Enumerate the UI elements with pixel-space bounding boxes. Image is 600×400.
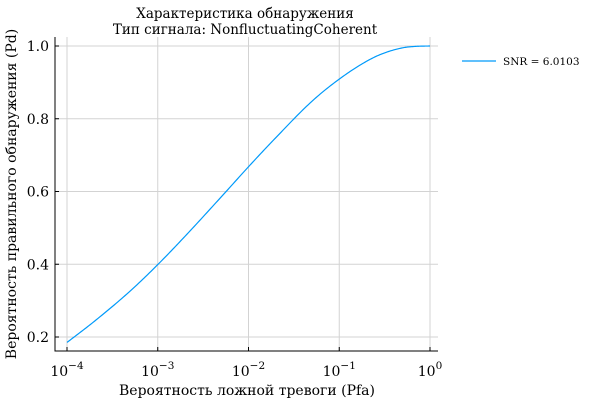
series-layer	[66, 45, 431, 343]
y-tick-labels: 0.2 0.4 0.6 0.8 1.0	[27, 39, 59, 346]
y-tick-label: 1.0	[27, 39, 49, 55]
x-axis-label: Вероятность ложной тревоги (Pfa)	[119, 383, 375, 399]
x-tick-label: 10−1	[323, 360, 356, 380]
chart-title: Характеристика обнаружения	[136, 6, 354, 22]
y-tick-label: 0.6	[27, 185, 49, 201]
legend: SNR = 6.0103	[455, 47, 595, 75]
y-tick-label: 0.8	[27, 112, 49, 128]
x-tick-labels: 10−4 10−3 10−2 10−1 100	[50, 347, 442, 380]
x-tick-label: 10−2	[232, 360, 265, 380]
axis-frame	[54, 37, 438, 352]
series-line	[66, 45, 431, 343]
y-tick-label: 0.2	[27, 330, 49, 346]
y-axis-label: Вероятность правильного обнаружения (Pd)	[4, 29, 20, 359]
grid-lines	[55, 37, 438, 351]
x-tick-label: 100	[418, 360, 443, 380]
x-tick-label: 10−4	[50, 360, 84, 380]
chart-subtitle: Тип сигнала: NonfluctuatingCoherent	[113, 22, 378, 38]
x-tick-label: 10−3	[141, 360, 174, 380]
y-tick-label: 0.4	[27, 257, 49, 273]
legend-label: SNR = 6.0103	[503, 56, 580, 68]
